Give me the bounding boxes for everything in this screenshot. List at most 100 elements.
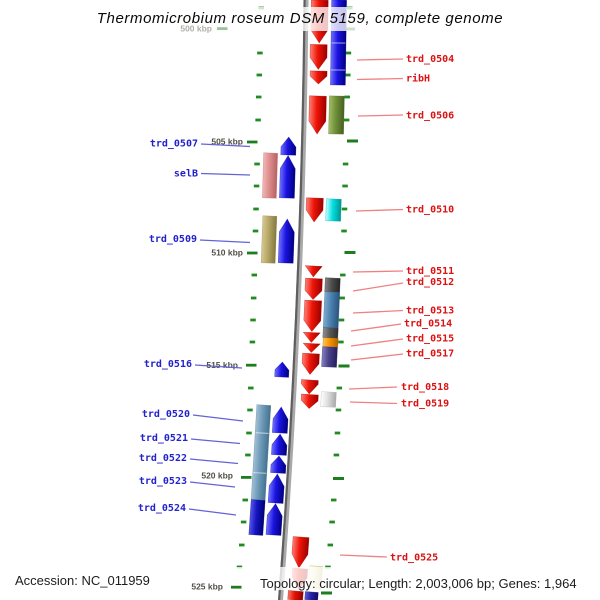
genome-backbone [278, 0, 309, 600]
minor-tick-right [338, 340, 344, 344]
gene-label-trd_0506[interactable]: trd_0506 [406, 111, 454, 122]
gene-label-trd_0518[interactable]: trd_0518 [401, 382, 449, 393]
leader-line-trd_0521 [190, 438, 241, 445]
feature-trd_0513[interactable] [303, 299, 322, 332]
feature-trd_0516[interactable] [274, 361, 290, 378]
leader-line-trd_0520 [192, 414, 244, 422]
minor-tick-left [242, 498, 248, 502]
gene-label-trd_0524[interactable]: trd_0524 [138, 503, 186, 514]
gene-label-selB[interactable]: selB [174, 169, 198, 180]
feature-trd_0517[interactable] [301, 352, 320, 375]
minor-tick-left [250, 296, 257, 300]
feature-trd_0515-function-block[interactable] [322, 337, 339, 348]
minor-tick-right [342, 184, 348, 188]
feature-trd_0525[interactable] [291, 536, 310, 569]
feature-trd_0514[interactable] [302, 331, 321, 343]
feature-selB[interactable] [279, 155, 296, 199]
feature-bottom-gene-block-blue[interactable] [304, 591, 319, 600]
minor-tick-left [245, 453, 251, 457]
minor-tick-left [249, 340, 256, 344]
gene-label-trd_0522[interactable]: trd_0522 [139, 453, 187, 464]
gene-label-trd_0504[interactable]: trd_0504 [406, 54, 454, 65]
minor-tick-left [252, 229, 259, 233]
gene-label-trd_0517[interactable]: trd_0517 [406, 349, 454, 360]
scale-dash-label [247, 251, 258, 255]
feature-trd_0522[interactable] [270, 455, 287, 474]
scale-dash-right [333, 477, 344, 480]
minor-tick-right [333, 453, 340, 457]
feature-trd_0519-function-block[interactable] [320, 391, 337, 408]
feature-trd_0524[interactable] [265, 503, 283, 536]
feature-trd_0524-function-block[interactable] [248, 499, 266, 536]
feature-trd_0506-function-block[interactable] [328, 95, 345, 135]
feature-ribH[interactable] [309, 70, 328, 85]
minor-tick-left [255, 118, 261, 122]
feature-trd_0512[interactable] [304, 277, 323, 300]
gene-label-trd_0512[interactable]: trd_0512 [406, 277, 454, 288]
gene-label-trd_0521[interactable]: trd_0521 [140, 433, 188, 444]
feature-trd_0504[interactable] [309, 44, 328, 70]
minor-tick-left [248, 386, 254, 390]
gene-label-trd_0509[interactable]: trd_0509 [149, 234, 197, 245]
gene-label-trd_0525[interactable]: trd_0525 [390, 553, 438, 564]
feature-trd_0510-function-block[interactable] [325, 198, 342, 222]
feature-selB-function-block[interactable] [262, 152, 278, 199]
gene-label-trd_0523[interactable]: trd_0523 [139, 476, 187, 487]
feature-trd_0513-function-block[interactable] [322, 291, 341, 329]
minor-tick-right [335, 408, 342, 412]
leader-line-ribH [356, 77, 404, 81]
scale-dash-right [321, 591, 332, 595]
leader-line-trd_0524 [188, 508, 237, 516]
gene-label-trd_0515[interactable]: trd_0515 [406, 334, 454, 345]
gene-label-trd_0513[interactable]: trd_0513 [406, 306, 454, 317]
gene-label-ribH[interactable]: ribH [406, 73, 430, 85]
feature-trd_0518[interactable] [300, 379, 319, 395]
feature-trd_0511[interactable] [304, 265, 323, 278]
feature-bottom-gene-block-red[interactable] [287, 590, 304, 600]
gene-label-trd_0516[interactable]: trd_0516 [144, 359, 192, 370]
feature-trd_0520-24-function-block[interactable] [250, 404, 272, 501]
feature-trd_0506[interactable] [308, 95, 327, 135]
leader-line-trd_0522 [189, 458, 239, 465]
gene-label-trd_0520[interactable]: trd_0520 [142, 409, 190, 420]
feature-trd_0510[interactable] [305, 197, 324, 223]
minor-tick-right [341, 229, 347, 233]
gene-label-trd_0514[interactable]: trd_0514 [404, 319, 452, 330]
feature-trd_0509[interactable] [277, 218, 295, 264]
feature-trd_0509-function-block[interactable] [260, 215, 278, 264]
scale-label-515kbp: 515 kbp [206, 360, 238, 370]
feature-trd_0507[interactable] [280, 136, 297, 156]
minor-tick-right [345, 73, 351, 77]
minor-tick-right [339, 296, 345, 300]
minor-tick-right [329, 520, 335, 524]
gene-label-trd_0507[interactable]: trd_0507 [150, 139, 198, 150]
gene-label-trd_0519[interactable]: trd_0519 [401, 399, 449, 410]
feature-trd_0519[interactable] [300, 393, 319, 409]
feature-trd_0515[interactable] [302, 342, 321, 353]
scale-dash-label [246, 363, 257, 367]
minor-tick-left [239, 543, 245, 547]
minor-tick-left [253, 207, 259, 211]
feature-trd_0514-function-block[interactable] [322, 327, 339, 339]
leader-line-trd_0519 [349, 401, 398, 405]
scale-dash-right [347, 139, 358, 143]
feature-trd_0523[interactable] [267, 473, 285, 504]
genome-summary-text: Topology: circular; Length: 2,003,006 bp… [260, 576, 577, 591]
leader-line-trd_0509 [199, 239, 251, 244]
gene-label-trd_0511[interactable]: trd_0511 [406, 266, 454, 277]
feature-trd_0517-function-block[interactable] [321, 346, 338, 368]
leader-line-trd_0507 [200, 143, 251, 148]
gene-label-trd_0510[interactable]: trd_0510 [406, 205, 454, 216]
scale-dash-label [247, 140, 258, 144]
leader-line-selB [200, 172, 251, 176]
accession-text: Accession: NC_011959 [15, 573, 150, 588]
footer-band [0, 567, 600, 590]
scale-labels: 500 kbp 505 kbp 510 kbp 515 kbp 520 kbp 525 k… [180, 24, 258, 592]
feature-trd_0512-function-block[interactable] [324, 277, 341, 293]
feature-trd_0521[interactable] [271, 433, 288, 456]
scale-dash-right [338, 364, 350, 368]
feature-trd_0520[interactable] [272, 406, 289, 434]
scale-dash-label [241, 476, 252, 479]
minor-tick-right [340, 273, 346, 277]
minor-tick-right [341, 207, 348, 211]
